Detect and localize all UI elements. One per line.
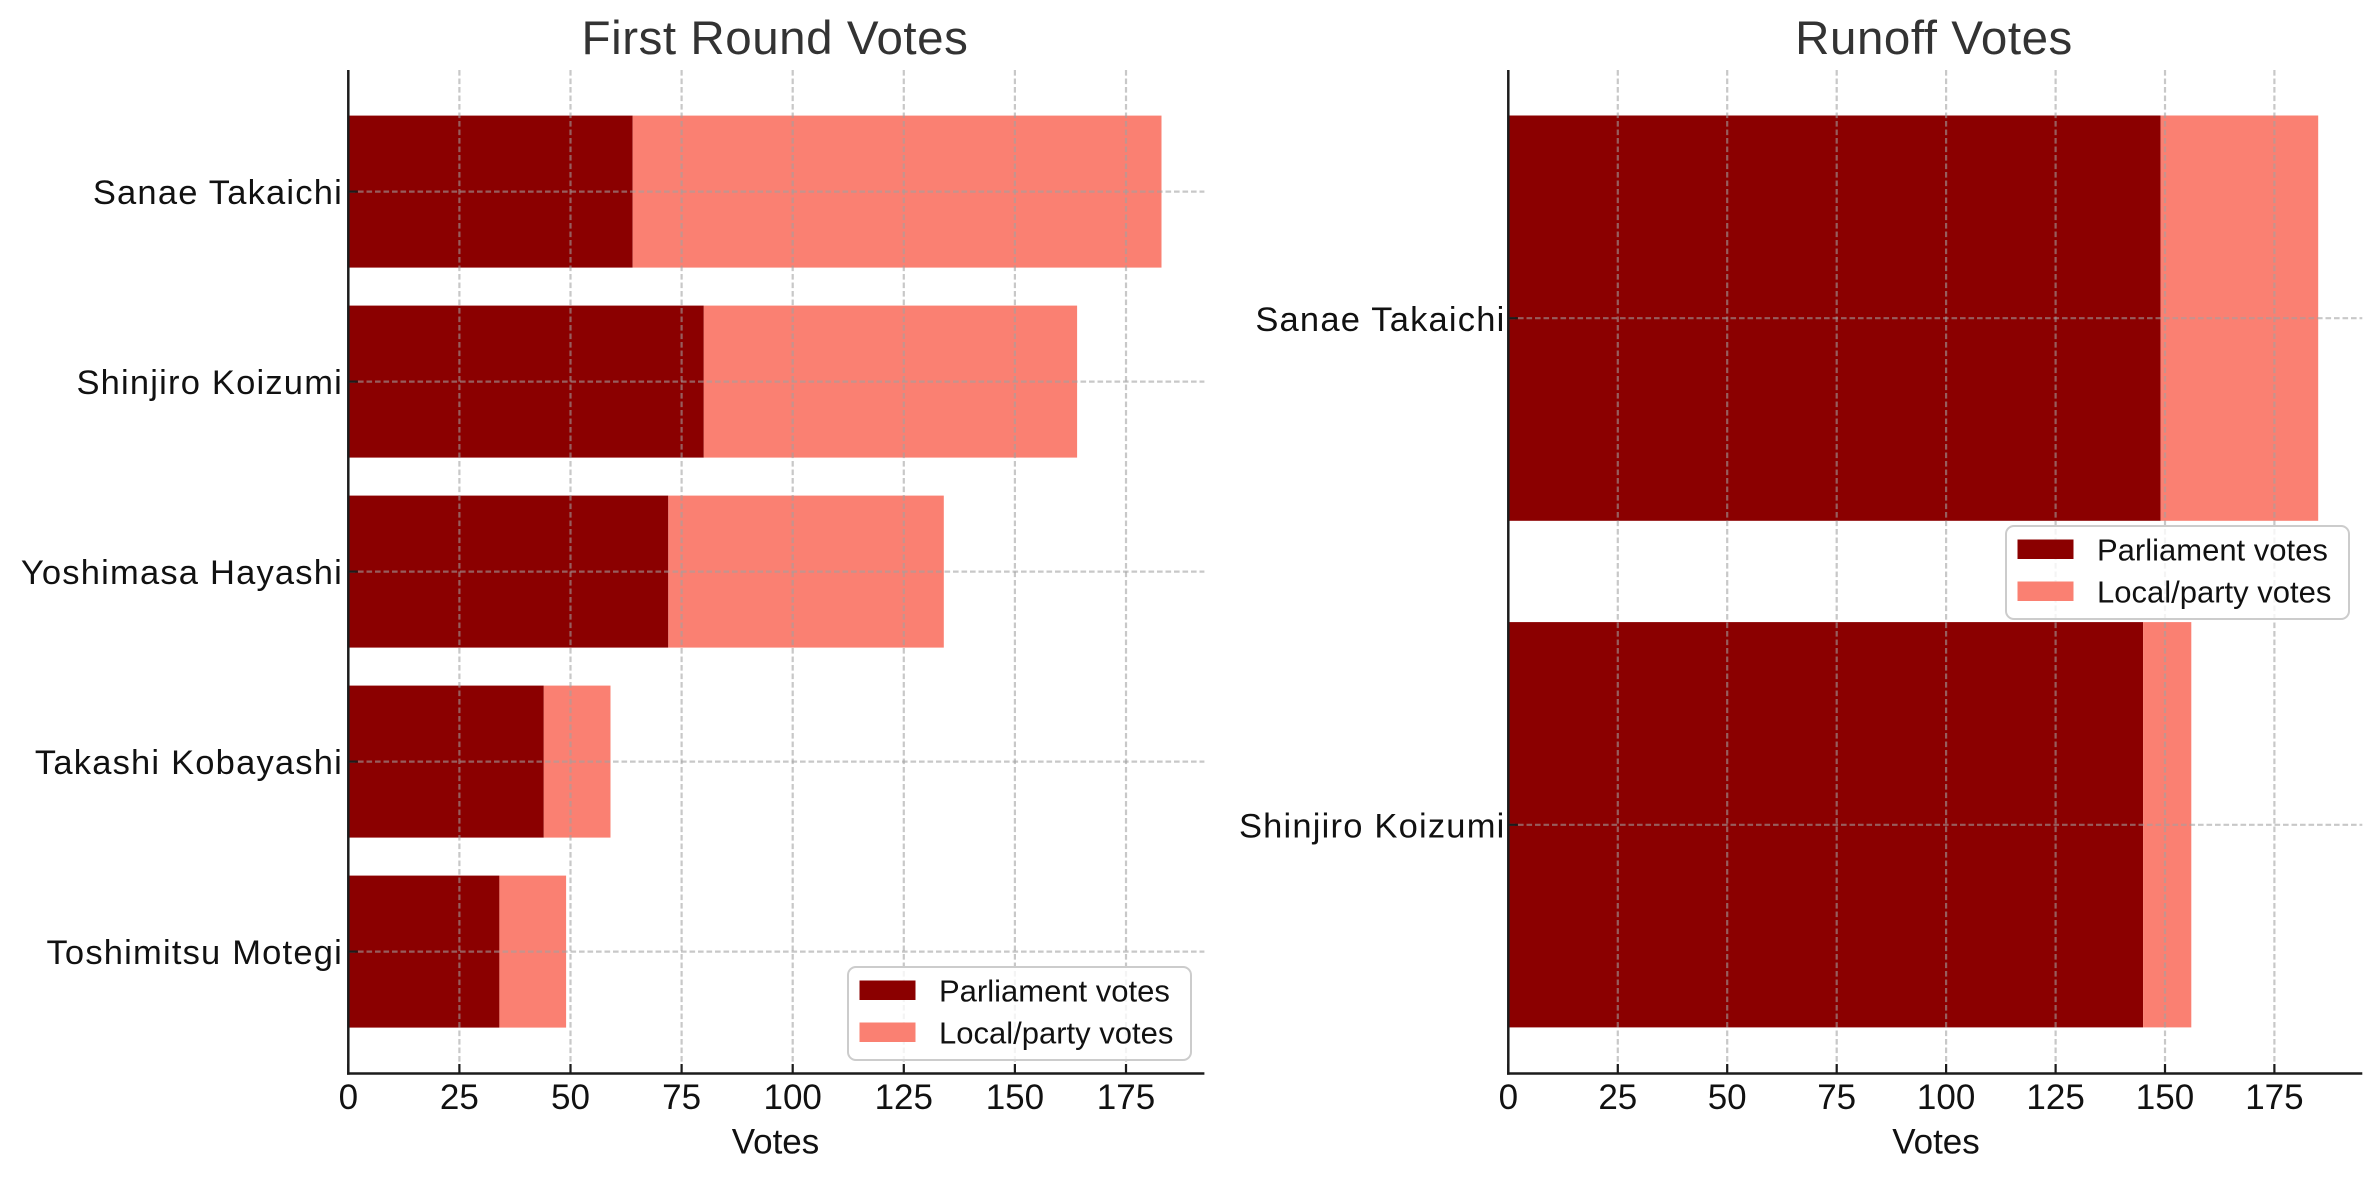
svg-text:150: 150 [986, 1078, 1044, 1117]
svg-text:175: 175 [2245, 1078, 2303, 1117]
svg-text:50: 50 [551, 1078, 590, 1117]
svg-text:Toshimitsu Motegi: Toshimitsu Motegi [46, 934, 343, 972]
svg-text:25: 25 [440, 1078, 479, 1117]
svg-text:Parliament votes: Parliament votes [939, 974, 1170, 1009]
svg-text:Sanae Takaichi: Sanae Takaichi [93, 174, 343, 212]
svg-text:100: 100 [763, 1078, 821, 1117]
svg-text:0: 0 [339, 1078, 358, 1117]
svg-text:175: 175 [1097, 1078, 1155, 1117]
svg-text:Takashi Kobayashi: Takashi Kobayashi [35, 744, 343, 782]
svg-text:Local/party votes: Local/party votes [2097, 575, 2331, 610]
svg-text:100: 100 [1917, 1078, 1975, 1117]
svg-text:First Round Votes: First Round Votes [582, 12, 969, 65]
svg-text:125: 125 [875, 1078, 933, 1117]
svg-text:Parliament votes: Parliament votes [2097, 533, 2328, 568]
svg-text:75: 75 [1817, 1078, 1856, 1117]
svg-text:Shinjiro Koizumi: Shinjiro Koizumi [76, 364, 343, 402]
svg-text:50: 50 [1708, 1078, 1747, 1117]
svg-text:Yoshimasa Hayashi: Yoshimasa Hayashi [21, 554, 343, 592]
svg-text:Votes: Votes [732, 1123, 820, 1162]
svg-text:75: 75 [662, 1078, 701, 1117]
svg-text:Votes: Votes [1892, 1123, 1980, 1162]
svg-text:Runoff Votes: Runoff Votes [1795, 12, 2073, 65]
svg-text:Local/party votes: Local/party votes [939, 1016, 1173, 1051]
svg-text:0: 0 [1499, 1078, 1518, 1117]
svg-text:Shinjiro Koizumi: Shinjiro Koizumi [1239, 807, 1506, 845]
svg-text:150: 150 [2136, 1078, 2194, 1117]
svg-text:125: 125 [2026, 1078, 2084, 1117]
svg-text:25: 25 [1598, 1078, 1637, 1117]
svg-text:Sanae Takaichi: Sanae Takaichi [1255, 301, 1505, 339]
